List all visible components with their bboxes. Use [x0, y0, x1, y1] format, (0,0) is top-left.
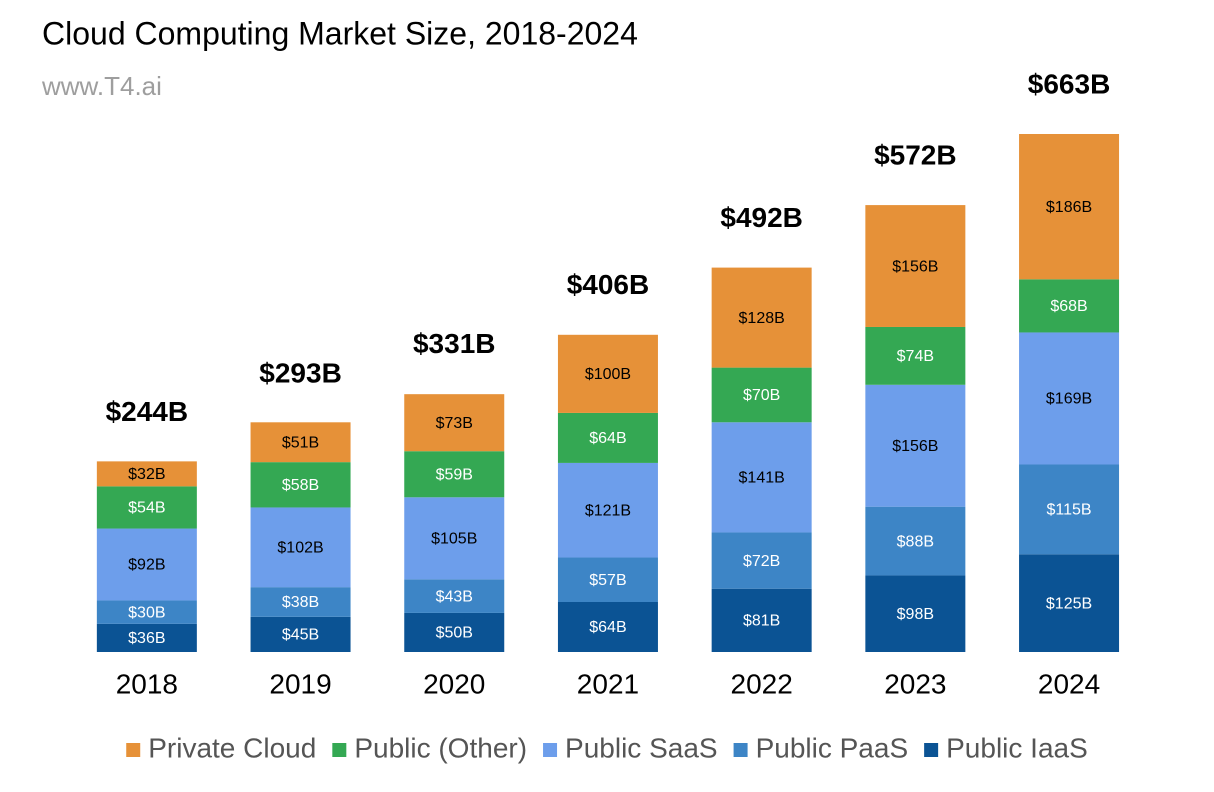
legend-swatch — [543, 743, 558, 757]
legend-label: Public (Other) — [354, 732, 527, 763]
x-tick-label: 2022 — [731, 668, 793, 699]
x-tick-label: 2024 — [1038, 668, 1100, 699]
value-label: $38B — [282, 594, 319, 611]
value-label: $81B — [743, 613, 780, 630]
value-label: $186B — [1046, 199, 1092, 216]
value-label: $156B — [892, 438, 938, 455]
bar-segment — [96, 461, 197, 487]
plot: $36B $30B $92B $54B $32B $244B 2018 $45B $38B $10… — [96, 68, 1120, 699]
bar-segment — [711, 267, 812, 368]
bar-segment — [711, 588, 812, 652]
value-label: $45B — [282, 627, 319, 644]
bar-segment — [404, 497, 505, 580]
bar-segment — [96, 486, 197, 529]
bar-segment — [250, 616, 351, 652]
legend: Private Cloud Public (Other) Public SaaS Pu… — [126, 732, 1088, 763]
total-label: $406B — [567, 269, 650, 300]
value-label: $115B — [1047, 502, 1092, 519]
x-tick-label: 2019 — [269, 668, 331, 699]
bar-segment — [404, 451, 505, 498]
bar-segment — [96, 600, 197, 624]
bar-segment — [865, 575, 966, 652]
value-label: $169B — [1046, 391, 1092, 408]
x-tick-label: 2023 — [884, 668, 946, 699]
x-tick-label: 2021 — [577, 668, 639, 699]
bar-segment — [96, 528, 197, 601]
bar-segment — [557, 462, 658, 558]
value-label: $54B — [128, 500, 165, 517]
bar-segment — [865, 384, 966, 507]
value-label: $156B — [892, 258, 938, 275]
bar-segment — [404, 612, 505, 652]
value-label: $73B — [436, 415, 473, 432]
value-label: $88B — [897, 533, 934, 550]
value-label: $92B — [128, 557, 165, 574]
bar-segment — [1019, 464, 1120, 555]
bar-segment — [250, 422, 351, 463]
bar-segment — [250, 507, 351, 588]
legend-label: Public SaaS — [565, 732, 718, 763]
value-label: $59B — [436, 466, 473, 483]
bar-segment — [557, 334, 658, 413]
value-label: $43B — [436, 588, 473, 605]
total-label: $572B — [874, 139, 957, 170]
bar-segment — [1019, 332, 1120, 465]
value-label: $100B — [585, 366, 631, 383]
chart-subtitle: www.T4.ai — [41, 71, 162, 101]
value-label: $125B — [1046, 595, 1092, 612]
value-label: $128B — [739, 310, 785, 327]
bar-segment — [1019, 554, 1120, 652]
value-label: $36B — [128, 630, 165, 647]
bar-segment — [711, 532, 812, 589]
chart-title: Cloud Computing Market Size, 2018-2024 — [42, 15, 638, 51]
legend-label: Private Cloud — [148, 732, 316, 763]
bar-segment — [865, 506, 966, 576]
legend-swatch — [733, 743, 748, 757]
bar-segment — [711, 422, 812, 533]
value-label: $51B — [282, 434, 319, 451]
bar-segment — [711, 367, 812, 423]
value-label: $102B — [277, 540, 323, 557]
value-label: $50B — [436, 625, 473, 642]
bar-segment — [557, 412, 658, 463]
value-label: $72B — [743, 553, 780, 570]
value-label: $105B — [431, 531, 477, 548]
value-label: $141B — [739, 470, 785, 487]
legend-label: Public PaaS — [756, 732, 909, 763]
total-label: $244B — [106, 396, 189, 427]
value-label: $58B — [282, 477, 319, 494]
value-label: $32B — [128, 466, 165, 483]
value-label: $74B — [897, 348, 934, 365]
bar-segment — [250, 587, 351, 617]
total-label: $331B — [413, 328, 496, 359]
value-label: $30B — [128, 604, 165, 621]
legend-swatch — [332, 743, 347, 757]
value-label: $64B — [589, 430, 626, 447]
value-label: $57B — [589, 572, 626, 589]
x-tick-label: 2018 — [116, 668, 178, 699]
bar-segment — [250, 462, 351, 508]
bar-segment — [1019, 279, 1120, 333]
bar-segment — [865, 326, 966, 385]
bar-segment — [1019, 133, 1120, 280]
value-label: $64B — [589, 619, 626, 636]
total-label: $663B — [1028, 68, 1111, 99]
bar-segment — [96, 623, 197, 652]
legend-label: Public IaaS — [946, 732, 1088, 763]
total-label: $293B — [259, 357, 342, 388]
bar-segment — [865, 205, 966, 327]
x-tick-label: 2020 — [423, 668, 485, 699]
total-label: $492B — [720, 202, 803, 233]
bar-segment — [557, 557, 658, 602]
bar-segment — [557, 601, 658, 652]
value-label: $121B — [585, 502, 631, 519]
legend-swatch — [126, 743, 141, 757]
value-label: $70B — [743, 387, 780, 404]
legend-swatch — [924, 743, 939, 757]
value-label: $68B — [1050, 298, 1087, 315]
value-label: $98B — [897, 606, 934, 623]
bar-segment — [404, 579, 505, 613]
bar-segment — [404, 394, 505, 452]
